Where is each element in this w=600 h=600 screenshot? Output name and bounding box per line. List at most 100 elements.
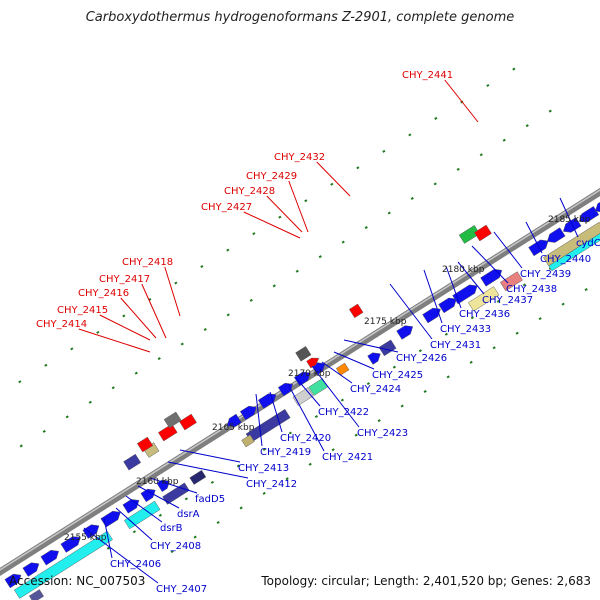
- tick-layer: [18, 67, 588, 554]
- gene-label-bottom: CHY_2407: [156, 584, 207, 595]
- tick-mark: [377, 419, 381, 423]
- gene-label-bottom: CHY_2408: [150, 541, 201, 552]
- leader-line: [125, 495, 163, 523]
- gene-label-bottom: CHY_2437: [482, 295, 533, 306]
- tick-mark: [469, 360, 473, 364]
- tick-mark: [249, 298, 253, 302]
- leader-line: [255, 393, 263, 447]
- gene-shape: [474, 224, 492, 242]
- gene-arrow: [547, 227, 566, 243]
- gene-arrow: [438, 297, 457, 314]
- gene-label-bottom: CHY_2439: [520, 269, 571, 280]
- tick-mark: [561, 302, 565, 306]
- gene-arrow: [367, 352, 381, 365]
- tick-mark: [262, 447, 266, 451]
- leader-line: [164, 266, 181, 317]
- gene-label-bottom: CHY_2438: [506, 284, 557, 295]
- tick-mark: [456, 167, 460, 171]
- tick-mark: [446, 375, 450, 379]
- gene-arrow: [123, 453, 142, 471]
- gene-arrow: [124, 500, 161, 530]
- gene-label-bottom: CHY_2424: [350, 384, 401, 395]
- kbp-label: 2175 kbp: [364, 317, 407, 327]
- tick-mark: [272, 284, 276, 288]
- gene-shape: [528, 239, 549, 257]
- gene-shape: [158, 423, 178, 442]
- gene-shape: [4, 573, 22, 589]
- gene-label-bottom: CHY_2422: [318, 407, 369, 418]
- gene-label-bottom: CHY_2423: [357, 428, 408, 439]
- gene-label-top: CHY_2418: [122, 257, 173, 268]
- tick-mark: [278, 215, 282, 219]
- leader-line: [493, 231, 523, 269]
- gene-shape: [378, 339, 397, 357]
- tick-mark: [340, 398, 344, 402]
- gene-shape: [349, 303, 364, 319]
- topology-text: Topology: circular; Length: 2,401,520 bp…: [261, 574, 591, 588]
- leader-line: [137, 485, 180, 509]
- gene-shape: [579, 206, 600, 223]
- gene-label-bottom: CHY_2413: [238, 463, 289, 474]
- gene-arrow: [378, 339, 397, 357]
- tick-mark: [331, 448, 335, 452]
- kbp-label: 2155 kbp: [64, 533, 107, 543]
- tick-mark: [210, 480, 214, 484]
- leader-line: [99, 314, 151, 341]
- gene-shape: [293, 371, 311, 387]
- leader-line: [457, 261, 485, 295]
- gene-label-bottom: CHY_2421: [322, 452, 373, 463]
- tick-mark: [122, 314, 126, 318]
- gene-arrow: [158, 423, 178, 442]
- gene-arrow: [349, 303, 364, 319]
- tick-mark: [515, 331, 519, 335]
- leader-line: [149, 477, 198, 494]
- leader-line: [311, 365, 360, 428]
- gene-shape: [396, 325, 414, 340]
- kbp-label: 2170 kbp: [288, 369, 331, 379]
- gene-label-bottom: CHY_2406: [110, 559, 161, 570]
- gene-label-bottom: CHY_2436: [459, 309, 510, 320]
- tick-mark: [525, 124, 529, 128]
- gene-arrow: [140, 488, 156, 503]
- tick-mark: [538, 317, 542, 321]
- gene-shape: [336, 362, 350, 376]
- gene-shape: [137, 436, 154, 453]
- gene-shape: [241, 434, 255, 448]
- tick-mark: [304, 199, 308, 203]
- tick-mark: [392, 365, 396, 369]
- gene-arrow: [292, 387, 314, 406]
- gene-shape: [14, 530, 113, 599]
- tick-mark: [236, 464, 240, 468]
- leader-line: [288, 180, 309, 233]
- leader-line: [120, 297, 157, 339]
- gene-shape: [28, 589, 44, 600]
- leader-line: [78, 328, 151, 353]
- gene-arrow: [40, 550, 59, 566]
- gene-arrow: [422, 307, 441, 324]
- tick-mark: [408, 133, 412, 137]
- tick-mark: [400, 404, 404, 408]
- kbp-label: 2185 kbp: [548, 215, 591, 225]
- gene-label-bottom: cydC: [576, 238, 600, 249]
- leader-line: [525, 221, 543, 254]
- gene-arrow: [163, 411, 182, 429]
- gene-arrow: [239, 405, 257, 421]
- tick-mark: [96, 330, 100, 334]
- gene-shape: [22, 562, 40, 577]
- gene-label-top: CHY_2427: [201, 202, 252, 213]
- gene-arrow: [474, 224, 492, 242]
- gene-label-bottom: CHY_2431: [430, 340, 481, 351]
- leader-line: [559, 197, 579, 238]
- gene-shape: [367, 352, 381, 365]
- gene-arrow: [189, 469, 207, 485]
- tick-mark: [106, 546, 110, 550]
- gene-shape: [438, 297, 457, 314]
- tick-mark: [200, 265, 204, 269]
- tick-mark: [512, 67, 516, 71]
- leader-line: [266, 195, 303, 233]
- gene-arrow: [295, 346, 312, 362]
- gene-label-top: CHY_2415: [57, 305, 108, 316]
- gene-shape: [163, 411, 182, 429]
- gene-shape: [500, 271, 523, 292]
- leader-line: [243, 211, 301, 239]
